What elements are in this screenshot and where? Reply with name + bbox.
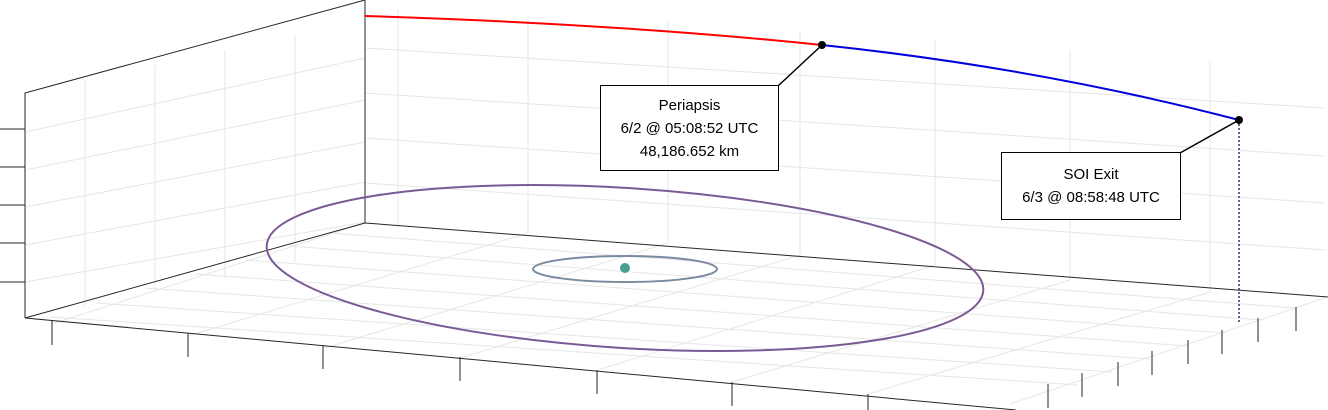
y-axis-ticks [1047, 307, 1297, 408]
small-orbit-path [532, 255, 718, 283]
soi-exit-callout: SOI Exit 6/3 @ 08:58:48 UTC [1001, 152, 1181, 220]
soi-exit-title: SOI Exit [1063, 166, 1119, 183]
floor-grid [49, 222, 1326, 405]
incoming-trajectory-line [364, 15, 823, 46]
periapsis-callout: Periapsis 6/2 @ 05:08:52 UTC 48,186.652 … [600, 85, 779, 171]
periapsis-distance: 48,186.652 km [639, 143, 740, 160]
axis-box [24, 0, 1328, 410]
x-axis-ticks [51, 320, 869, 410]
large-orbit-path [265, 184, 985, 352]
periapsis-leader-line [777, 44, 823, 87]
soi-exit-leader-line [1179, 119, 1240, 154]
outgoing-trajectory-line [821, 44, 1240, 121]
periapsis-marker [818, 41, 826, 49]
periapsis-title: Periapsis [658, 97, 721, 114]
central-body-marker [620, 263, 630, 273]
back-wall-grid [364, 10, 1326, 292]
z-axis-ticks [0, 128, 25, 283]
soi-exit-marker [1235, 116, 1243, 124]
side-wall-grid [24, 35, 366, 306]
periapsis-time: 6/2 @ 05:08:52 UTC [620, 120, 759, 137]
soi-exit-time: 6/3 @ 08:58:48 UTC [1022, 189, 1160, 206]
